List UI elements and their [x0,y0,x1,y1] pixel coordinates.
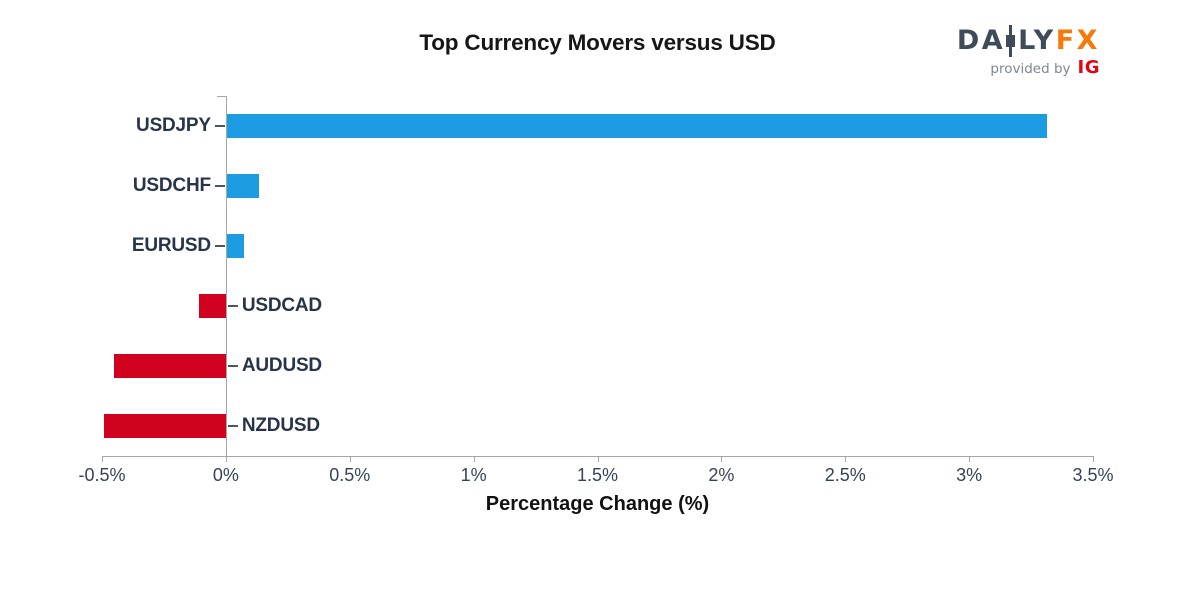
bar-audusd [114,354,226,378]
category-label-eurusd: EURUSD [131,235,211,256]
x-tick-label: 3% [956,465,983,485]
y-axis-top-cap [216,96,226,97]
x-tick-mark [102,456,103,462]
x-tick-label: 1% [460,465,487,485]
x-tick-mark [473,456,475,462]
x-tick-label: 2% [708,465,735,485]
x-tick-mark [969,456,971,462]
bar-usdjpy [226,114,1047,138]
category-tick-usdchf [214,185,225,187]
category-label-usdjpy: USDJPY [136,115,211,136]
category-tick-audusd [227,365,238,367]
x-tick-label: 3.5% [1072,465,1114,485]
x-tick-label: 1.5% [576,465,619,485]
category-label-usdcad: USDCAD [241,295,322,316]
x-tick-mark [1093,456,1094,462]
x-tick-label: 0.5% [329,465,371,485]
x-axis-label: Percentage Change (%) [485,493,710,515]
x-tick-mark [349,456,351,462]
chart-title: Top Currency Movers versus USD [419,30,776,55]
dailyfx-wordmark: DA LY FX [956,24,1100,57]
x-tick-mark [721,456,723,462]
category-label-audusd: AUDUSD [241,355,322,376]
zero-axis-line [225,96,227,456]
category-tick-nzdusd [227,425,238,427]
category-tick-usdcad [227,305,238,307]
provided-by-text: provided by [990,61,1071,77]
bar-nzdusd [104,414,226,438]
category-tick-usdjpy [214,125,225,127]
x-tick-mark [597,456,599,462]
ig-logo: IG [1077,57,1100,78]
x-tick-mark [225,456,227,462]
category-label-nzdusd: NZDUSD [241,415,320,436]
bar-usdcad [198,294,226,318]
candlestick-icon [1006,24,1016,57]
x-tick-label: 2.5% [824,465,866,485]
x-tick-label: -0.5% [78,465,126,485]
x-tick-label: 0% [212,465,239,485]
bar-eurusd [226,234,245,258]
logo-provided-by-row: provided by IG [990,57,1100,78]
x-tick-mark [845,456,847,462]
bar-usdchf [226,174,260,198]
logo-text-da: DA [956,25,1006,56]
logo-text-fx: FX [1055,25,1100,56]
dailyfx-logo: DA LY FX provided by IG [956,24,1100,78]
category-tick-eurusd [214,245,225,247]
logo-text-ly: LY [1018,25,1056,56]
category-label-usdchf: USDCHF [132,175,211,196]
